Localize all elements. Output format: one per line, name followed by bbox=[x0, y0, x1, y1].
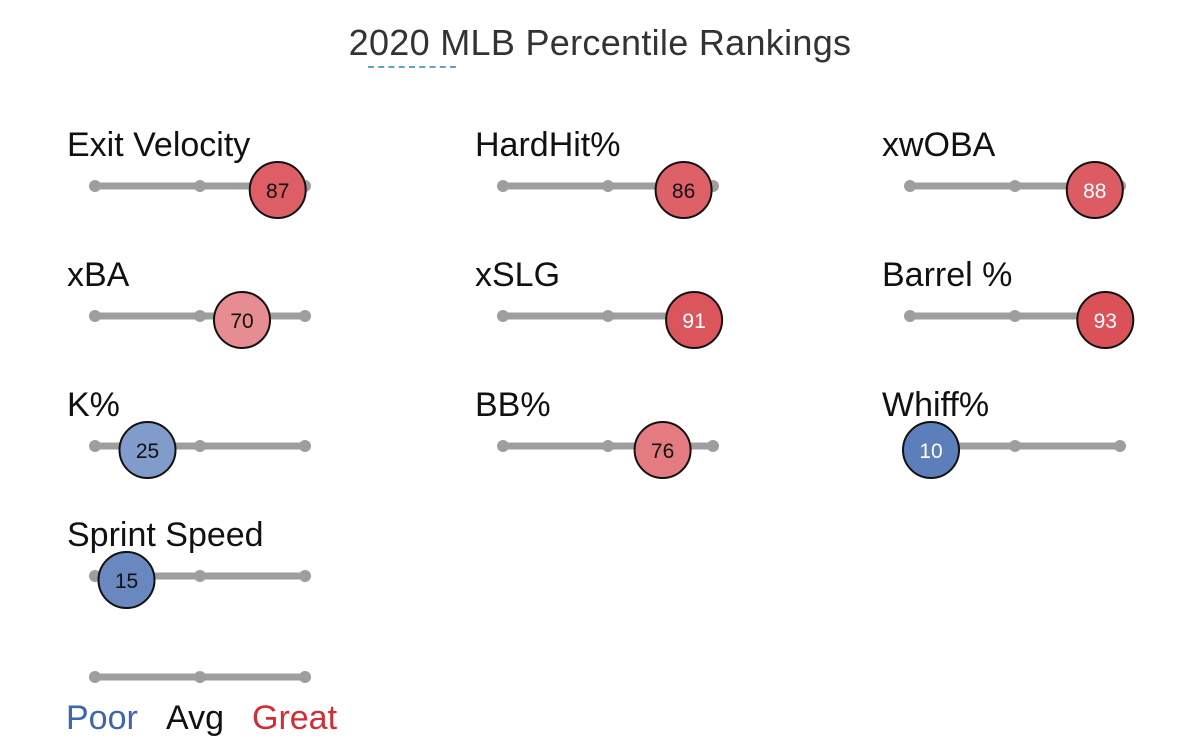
metric-label: xBA bbox=[67, 256, 130, 294]
percentile-bubble bbox=[248, 161, 307, 219]
legend-tick-0 bbox=[89, 671, 101, 683]
chart-title: 2020 MLB Percentile Rankings bbox=[348, 22, 852, 63]
metric-tick-50 bbox=[194, 570, 206, 582]
percentile-value: 86 bbox=[672, 180, 695, 203]
metric-group: xSLG 91 bbox=[475, 256, 724, 349]
metric-tick-100 bbox=[1114, 440, 1126, 452]
percentile-value: 15 bbox=[115, 570, 138, 593]
metric-tick-50 bbox=[1009, 310, 1021, 322]
metric-tick-100 bbox=[707, 440, 719, 452]
metric-group: K% 25 bbox=[67, 386, 311, 479]
metric-label: Whiff% bbox=[882, 386, 989, 424]
metric-tick-100 bbox=[299, 570, 311, 582]
metric-tick-0 bbox=[904, 180, 916, 192]
percentile-value: 25 bbox=[136, 440, 159, 463]
legend-label-avg: Avg bbox=[166, 699, 224, 737]
legend-label-great: Great bbox=[252, 699, 338, 737]
percentile-bubble bbox=[1076, 291, 1135, 349]
legend-label-poor: Poor bbox=[66, 699, 138, 737]
metric-group: Whiff% 10 bbox=[882, 386, 1126, 479]
percentile-bubble bbox=[633, 421, 692, 479]
metric-label: BB% bbox=[475, 386, 551, 424]
metric-tick-0 bbox=[89, 440, 101, 452]
percentile-value: 93 bbox=[1094, 310, 1117, 333]
metric-tick-0 bbox=[904, 310, 916, 322]
metric-group: xwOBA 88 bbox=[882, 126, 1126, 219]
metric-tick-0 bbox=[497, 310, 509, 322]
percentile-bubble bbox=[665, 291, 724, 349]
percentile-bubble bbox=[118, 421, 177, 479]
legend-tick-50 bbox=[194, 671, 206, 683]
metric-tick-0 bbox=[89, 180, 101, 192]
metric-tick-50 bbox=[194, 440, 206, 452]
metric-label: K% bbox=[67, 386, 120, 424]
metric-group: HardHit% 86 bbox=[475, 126, 719, 219]
metric-tick-50 bbox=[1009, 440, 1021, 452]
title-underline bbox=[368, 66, 456, 68]
percentile-value: 70 bbox=[230, 310, 253, 333]
percentile-value: 76 bbox=[651, 440, 674, 463]
percentile-value: 87 bbox=[266, 180, 289, 203]
metric-tick-0 bbox=[497, 440, 509, 452]
metric-tick-50 bbox=[194, 180, 206, 192]
percentile-bubble bbox=[654, 161, 713, 219]
metric-tick-50 bbox=[194, 310, 206, 322]
metric-tick-0 bbox=[89, 310, 101, 322]
metric-group: xBA 70 bbox=[67, 256, 311, 349]
metric-tick-50 bbox=[602, 310, 614, 322]
metric-label: xwOBA bbox=[882, 126, 996, 164]
metric-tick-100 bbox=[299, 440, 311, 452]
percentile-value: 10 bbox=[919, 440, 942, 463]
metric-label: Sprint Speed bbox=[67, 516, 264, 554]
metric-tick-100 bbox=[299, 310, 311, 322]
metric-label: xSLG bbox=[475, 256, 560, 294]
percentile-bubble bbox=[902, 421, 960, 479]
metric-tick-0 bbox=[497, 180, 509, 192]
percentile-bubble bbox=[1065, 161, 1124, 219]
percentile-value: 91 bbox=[682, 310, 705, 333]
metric-tick-50 bbox=[1009, 180, 1021, 192]
metric-label: Exit Velocity bbox=[67, 126, 250, 164]
metric-group: BB% 76 bbox=[475, 386, 719, 479]
legend-tick-100 bbox=[299, 671, 311, 683]
legend: Poor Avg Great bbox=[66, 671, 338, 737]
percentile-bubble bbox=[97, 551, 156, 609]
metric-group: Exit Velocity 87 bbox=[67, 126, 311, 219]
metric-tick-50 bbox=[602, 180, 614, 192]
percentile-bubble bbox=[213, 291, 271, 349]
metric-label: Barrel % bbox=[882, 256, 1012, 294]
metric-label: HardHit% bbox=[475, 126, 620, 164]
metric-tick-50 bbox=[602, 440, 614, 452]
metric-group: Barrel % 93 bbox=[882, 256, 1135, 349]
percentile-value: 88 bbox=[1083, 180, 1106, 203]
metric-group: Sprint Speed 15 bbox=[67, 516, 311, 609]
